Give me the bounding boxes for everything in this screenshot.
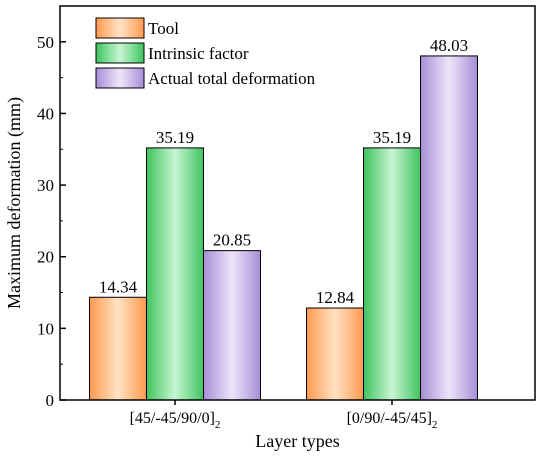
x-tick-label-base: [45/-45/90/0] xyxy=(130,410,215,427)
bar-actual-total-deformation-0 xyxy=(203,250,261,401)
legend-label: Tool xyxy=(148,19,179,38)
y-tick-label: 20 xyxy=(37,248,54,267)
legend-swatch xyxy=(95,67,145,89)
y-axis-label: Maximum deformation (mm) xyxy=(4,97,25,309)
x-tick-label-base: [0/90/-45/45] xyxy=(347,410,432,427)
bar-tool-1 xyxy=(306,307,364,401)
legend-swatch xyxy=(95,42,145,64)
x-tick-label: [0/90/-45/45]2 xyxy=(347,410,438,431)
legend-label: Intrinsic factor xyxy=(148,44,249,63)
legend-swatch xyxy=(95,17,145,39)
data-label: 35.19 xyxy=(373,128,411,147)
y-tick-label: 50 xyxy=(37,33,54,52)
y-tick-label: 10 xyxy=(37,319,54,338)
y-tick-label: 40 xyxy=(37,104,54,123)
data-label: 35.19 xyxy=(156,128,194,147)
data-label: 12.84 xyxy=(316,288,355,307)
bar-actual-total-deformation-1 xyxy=(420,55,478,401)
bar-intrinsic-factor-1 xyxy=(363,147,421,401)
bars-layer xyxy=(89,55,478,401)
data-label: 20.85 xyxy=(213,231,251,250)
legend: Tool Intrinsic factor Actual total deforma… xyxy=(95,17,316,89)
x-tick-label: [45/-45/90/0]2 xyxy=(130,410,221,431)
x-axis-label: Layer types xyxy=(255,431,339,451)
bar-tool-0 xyxy=(89,296,147,401)
x-tick-label-subscript: 2 xyxy=(215,419,221,431)
legend-label: Actual total deformation xyxy=(148,69,316,88)
data-label: 14.34 xyxy=(99,277,138,296)
data-label: 48.03 xyxy=(430,36,468,55)
y-tick-label: 0 xyxy=(46,391,55,410)
plot-area-frame xyxy=(59,5,536,401)
x-tick-label-subscript: 2 xyxy=(432,419,438,431)
value-labels-layer: 14.34 35.19 20.85 12.84 35.19 48.03 xyxy=(99,36,468,307)
y-tick-label: 30 xyxy=(37,176,54,195)
bar-intrinsic-factor-0 xyxy=(146,147,204,401)
